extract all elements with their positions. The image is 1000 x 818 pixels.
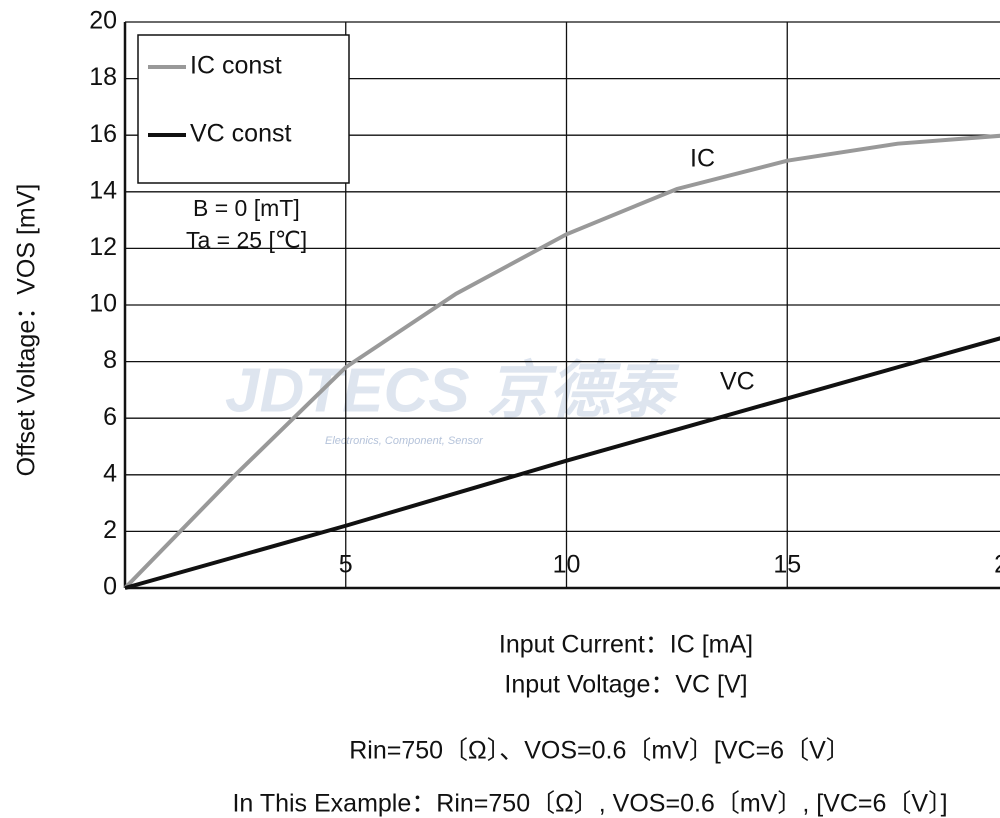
y-tick-label: 6 bbox=[103, 403, 117, 431]
y-tick-label: 20 bbox=[89, 7, 117, 35]
legend-box bbox=[137, 34, 350, 184]
x-tick-label: 20 bbox=[994, 551, 1000, 579]
series-line bbox=[124, 336, 1000, 590]
watermark-sub: Electronics, Component, Sensor bbox=[325, 435, 484, 447]
annotation: B = 0 [mT] bbox=[193, 195, 300, 221]
legend-label: IC const bbox=[190, 52, 282, 80]
watermark: JDTECS 京德泰 bbox=[225, 356, 680, 425]
x-axis-label: Input Voltage：VC [V] bbox=[504, 671, 747, 699]
note: Rin=750〔Ω〕、VOS=0.6〔mV〕[VC=6〔V〕 bbox=[349, 737, 851, 765]
y-tick-label: 14 bbox=[89, 176, 117, 204]
y-tick-label: 4 bbox=[103, 459, 117, 487]
y-tick-label: 16 bbox=[89, 120, 117, 148]
y-tick-label: 2 bbox=[103, 516, 117, 544]
annotation: IC bbox=[690, 145, 715, 173]
annotation: VC bbox=[720, 368, 755, 396]
note: In This Example：Rin=750〔Ω〕, VOS=0.6〔mV〕,… bbox=[232, 790, 947, 818]
x-axis-label: Input Current：IC [mA] bbox=[499, 631, 753, 659]
legend-label: VC const bbox=[190, 120, 291, 148]
y-axis-label: Offset Voltage：VOS [mV] bbox=[13, 184, 41, 477]
series-line bbox=[123, 133, 1000, 590]
y-tick-label: 12 bbox=[89, 233, 117, 261]
annotation: Ta = 25 [℃] bbox=[186, 227, 307, 253]
y-tick-label: 18 bbox=[89, 63, 117, 91]
y-tick-label: 8 bbox=[103, 346, 117, 374]
y-tick-label: 10 bbox=[89, 290, 117, 318]
y-tick-label: 0 bbox=[103, 573, 117, 601]
